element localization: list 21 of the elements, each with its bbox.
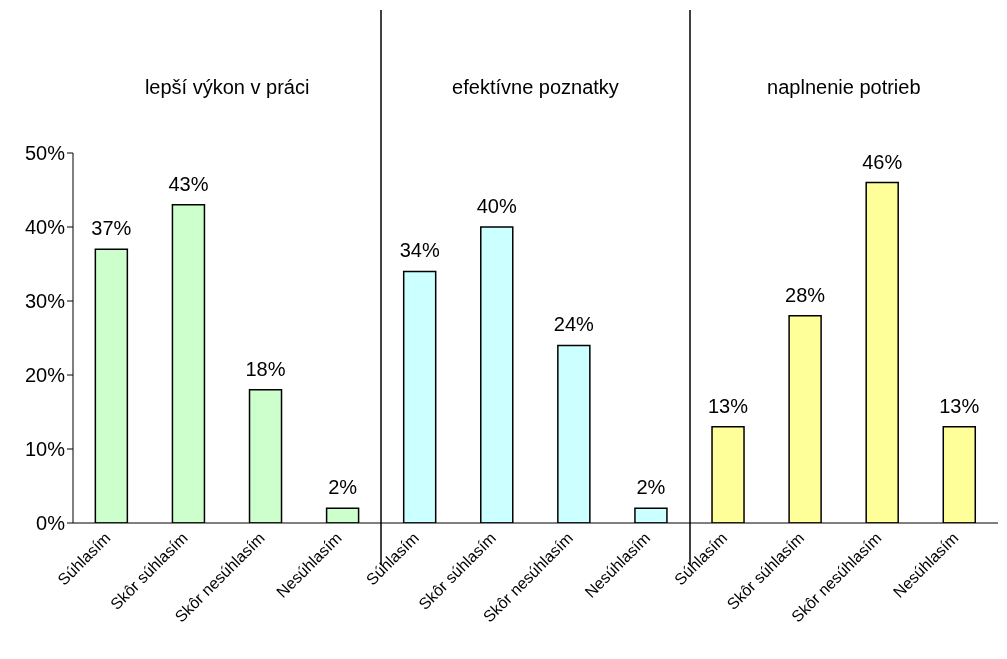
y-tick-label: 20% (24, 364, 66, 387)
text: efektívne poznatky (451, 76, 620, 99)
text: naplnenie potrieb (766, 76, 922, 99)
data-label: 43% (168, 172, 209, 195)
data-label: 40% (476, 195, 517, 217)
data-label: 28% (785, 283, 826, 306)
data-label: 46% (862, 150, 903, 173)
y-tick-label: 40% (24, 216, 66, 239)
text: lepší výkon v práci (143, 76, 311, 99)
y-tick-label: 50% (24, 142, 66, 165)
data-label: 2% (636, 476, 666, 499)
data-label: 2% (328, 476, 358, 499)
data-label: 13% (708, 394, 749, 417)
data-label: 37% (91, 217, 132, 240)
data-label: 18% (245, 357, 286, 380)
data-label: 13% (939, 394, 980, 417)
y-tick-label: 30% (24, 290, 66, 313)
data-label: 34% (399, 239, 440, 262)
data-label: 24% (553, 313, 595, 336)
y-tick-label: 10% (24, 438, 66, 461)
y-tick-label: 0% (36, 512, 66, 535)
